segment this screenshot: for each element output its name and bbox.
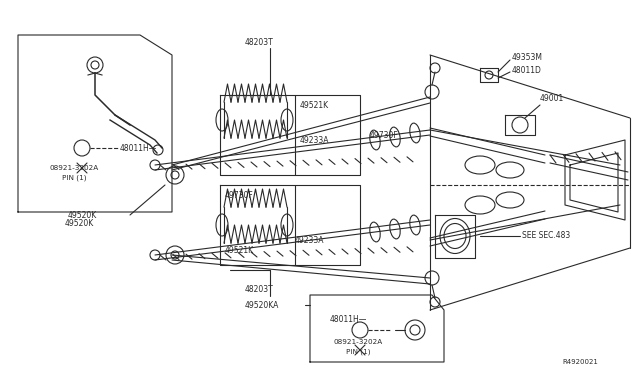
Text: 48203T: 48203T <box>245 285 274 295</box>
Ellipse shape <box>496 192 524 208</box>
Circle shape <box>485 71 493 79</box>
Text: 49520K: 49520K <box>68 211 97 219</box>
Text: 49353M: 49353M <box>512 52 543 61</box>
Circle shape <box>171 171 179 179</box>
Circle shape <box>171 251 179 259</box>
Text: 49521K: 49521K <box>225 246 254 254</box>
Text: 49001: 49001 <box>540 93 564 103</box>
Text: R4920021: R4920021 <box>562 359 598 365</box>
Text: 49520K: 49520K <box>65 218 94 228</box>
Text: 48011H—: 48011H— <box>120 144 157 153</box>
Text: 48203T: 48203T <box>245 38 274 46</box>
Text: 48011H—: 48011H— <box>330 315 367 324</box>
Circle shape <box>74 140 90 156</box>
Ellipse shape <box>216 109 228 131</box>
Ellipse shape <box>465 196 495 214</box>
Ellipse shape <box>440 218 470 253</box>
Ellipse shape <box>444 224 466 248</box>
Text: 49520KA: 49520KA <box>245 301 280 310</box>
Ellipse shape <box>216 214 228 236</box>
Text: 08921-3202A: 08921-3202A <box>334 339 383 345</box>
Text: 49521K: 49521K <box>300 100 329 109</box>
Text: PIN (1): PIN (1) <box>62 175 86 181</box>
Circle shape <box>352 322 368 338</box>
Ellipse shape <box>281 109 293 131</box>
Ellipse shape <box>496 162 524 178</box>
Text: 49730F: 49730F <box>225 190 253 199</box>
Text: 48011D: 48011D <box>512 65 542 74</box>
Ellipse shape <box>281 214 293 236</box>
Text: 08921-3202A: 08921-3202A <box>50 165 99 171</box>
Ellipse shape <box>465 156 495 174</box>
Text: PIN (1): PIN (1) <box>346 349 371 355</box>
Text: 49730F: 49730F <box>370 131 399 140</box>
Text: 49233A: 49233A <box>300 135 330 144</box>
Text: 49233A: 49233A <box>295 235 324 244</box>
Text: SEE SEC.483: SEE SEC.483 <box>522 231 570 240</box>
